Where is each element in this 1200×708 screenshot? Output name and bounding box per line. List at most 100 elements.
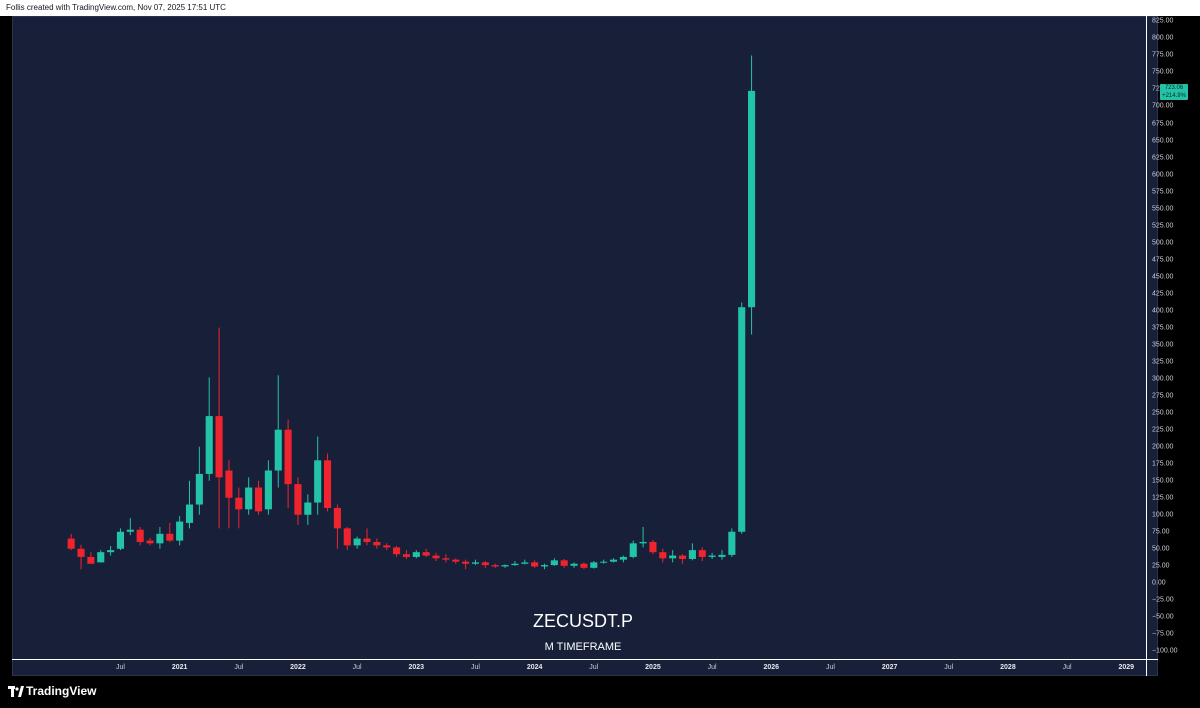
time-tick-label: Jul xyxy=(589,664,599,671)
time-tick-label: Jul xyxy=(825,664,835,671)
time-tick-label: 2024 xyxy=(526,664,543,671)
price-tick-label: 175.00 xyxy=(1152,460,1174,468)
brand-name[interactable]: TradingView xyxy=(26,684,97,698)
candle-body xyxy=(383,545,391,548)
price-tick-label: 500.00 xyxy=(1152,239,1174,247)
last-price-tag: 723.06 +214.9% xyxy=(1160,84,1188,100)
candle-body xyxy=(540,565,549,567)
time-axis-line xyxy=(12,659,1158,660)
time-tick-label: 2027 xyxy=(881,664,898,671)
candle xyxy=(363,528,371,546)
candle xyxy=(728,528,736,557)
candle-body xyxy=(195,473,203,505)
price-tick-label: 225.00 xyxy=(1152,426,1174,434)
candle xyxy=(600,559,608,564)
price-tick-label: 125.00 xyxy=(1152,494,1174,502)
time-tick-label: 2023 xyxy=(408,664,425,671)
candle-body xyxy=(373,541,381,546)
price-tick-label: −100.00 xyxy=(1152,647,1178,655)
candle-body xyxy=(708,555,716,557)
candle xyxy=(639,526,647,548)
candle xyxy=(422,548,430,557)
candle-body xyxy=(501,565,509,567)
candle-body xyxy=(432,555,440,559)
candle-body xyxy=(294,484,302,515)
candle xyxy=(87,552,95,564)
candle xyxy=(373,538,381,549)
price-tick-label: −25.00 xyxy=(1152,596,1174,604)
candle xyxy=(343,526,351,551)
candle-body xyxy=(570,563,578,566)
candle-body xyxy=(491,565,499,567)
candle-body xyxy=(136,529,144,542)
tradingview-logo-icon[interactable] xyxy=(8,686,24,698)
candle-body xyxy=(176,521,184,541)
candle-body xyxy=(629,543,637,557)
candle-body xyxy=(718,554,726,557)
candle xyxy=(274,375,282,488)
time-tick-label: Jul xyxy=(707,664,717,671)
candle xyxy=(452,558,460,564)
header-bar: Follis created with TradingView.com, Nov… xyxy=(0,0,1200,16)
candle-body xyxy=(87,556,95,564)
candle xyxy=(590,561,598,569)
candle xyxy=(698,547,706,562)
candle xyxy=(619,555,627,563)
time-tick-label: Jul xyxy=(352,664,362,671)
candle-body xyxy=(462,561,470,564)
candle-body xyxy=(264,470,272,510)
candle-body xyxy=(254,487,263,512)
price-tick-label: 200.00 xyxy=(1152,443,1174,451)
time-tick-label: Jul xyxy=(234,664,244,671)
candle-body xyxy=(619,556,627,560)
candle-body xyxy=(235,497,243,510)
candle xyxy=(540,563,549,570)
candle xyxy=(462,559,470,570)
candle xyxy=(383,543,391,551)
candle-body xyxy=(97,552,105,563)
candle-body xyxy=(422,552,430,556)
candle xyxy=(511,561,519,566)
price-tick-label: 400.00 xyxy=(1152,307,1174,315)
candle xyxy=(284,419,292,508)
candle xyxy=(235,487,243,529)
candle xyxy=(393,546,401,557)
candle-body xyxy=(580,563,588,568)
price-tick-label: 800.00 xyxy=(1152,34,1174,42)
price-tick-label: 50.00 xyxy=(1152,545,1170,553)
candle-body xyxy=(353,538,361,546)
candle xyxy=(116,528,125,551)
price-tick-label: 700.00 xyxy=(1152,102,1174,110)
time-tick-label: 2028 xyxy=(1000,664,1016,671)
candle-body xyxy=(412,552,420,557)
candle xyxy=(156,526,164,549)
candle xyxy=(215,327,223,529)
candle-body xyxy=(698,550,706,557)
candle xyxy=(748,55,756,335)
time-tick-label: Jul xyxy=(1062,664,1072,671)
candle-body xyxy=(550,560,558,566)
time-tick-label: Jul xyxy=(470,664,480,671)
candle-body xyxy=(156,533,164,544)
candle-body xyxy=(560,560,568,566)
candle-body xyxy=(323,460,332,508)
candle-body xyxy=(245,487,253,510)
time-tick-label: 2025 xyxy=(645,664,661,671)
candle xyxy=(659,548,667,563)
candle xyxy=(570,562,578,568)
candle xyxy=(353,536,361,549)
candle xyxy=(669,550,677,563)
candle-body xyxy=(649,541,657,553)
price-tick-label: 550.00 xyxy=(1152,205,1174,213)
candle-body xyxy=(748,90,756,308)
candle xyxy=(225,460,233,529)
candle xyxy=(718,550,726,560)
chart-title: ZECUSDT.P xyxy=(532,611,633,631)
candle-body xyxy=(669,555,677,559)
candle xyxy=(471,559,480,566)
candle-body xyxy=(659,552,667,559)
candle-body xyxy=(393,547,401,555)
candle-body xyxy=(531,562,539,567)
time-tick-label: 2022 xyxy=(290,664,306,671)
candle-body xyxy=(225,470,233,498)
